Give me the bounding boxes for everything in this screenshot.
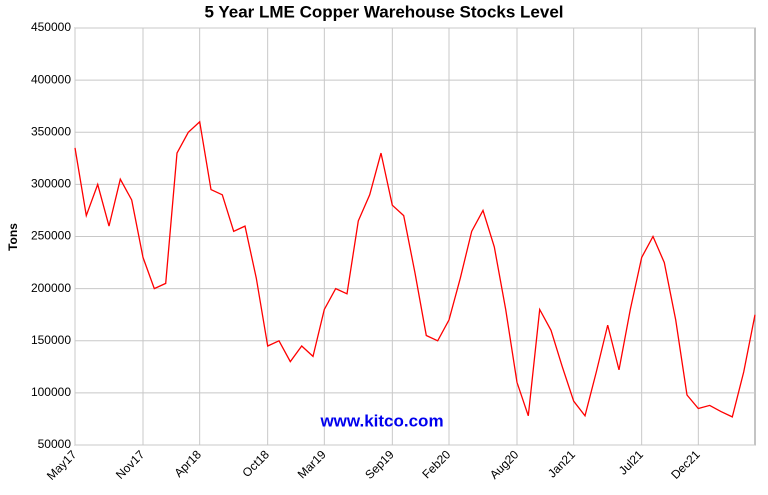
- data-line: [74, 120, 756, 418]
- y-tick-label: 350000: [31, 124, 71, 138]
- x-tick-label: Jul21: [616, 447, 646, 477]
- x-tick-label: Mar19: [295, 447, 329, 481]
- annotation: www.kitco.com: [319, 411, 443, 430]
- y-tick-label: 150000: [31, 333, 71, 347]
- y-tick-label: 200000: [31, 281, 71, 295]
- y-tick-label: 50000: [38, 437, 72, 451]
- x-tick-label: May17: [44, 447, 80, 483]
- x-tick-label: Nov17: [113, 447, 148, 482]
- y-tick-label: 450000: [31, 20, 71, 34]
- x-tick-label: Sep19: [362, 447, 397, 482]
- y-tick-label: 100000: [31, 385, 71, 399]
- y-tick-label: 300000: [31, 177, 71, 191]
- y-tick-label: 250000: [31, 229, 71, 243]
- x-tick-label: Apr18: [171, 447, 204, 480]
- x-tick-label: Feb20: [419, 447, 453, 481]
- y-tick-label: 400000: [31, 72, 71, 86]
- x-tick-label: Aug20: [487, 447, 522, 482]
- x-tick-label: Jan21: [545, 447, 578, 480]
- x-tick-label: Dec21: [668, 447, 703, 482]
- y-axis-label: Tons: [6, 223, 20, 251]
- x-tick-label: Oct18: [239, 447, 272, 480]
- chart-title: 5 Year LME Copper Warehouse Stocks Level: [204, 2, 563, 21]
